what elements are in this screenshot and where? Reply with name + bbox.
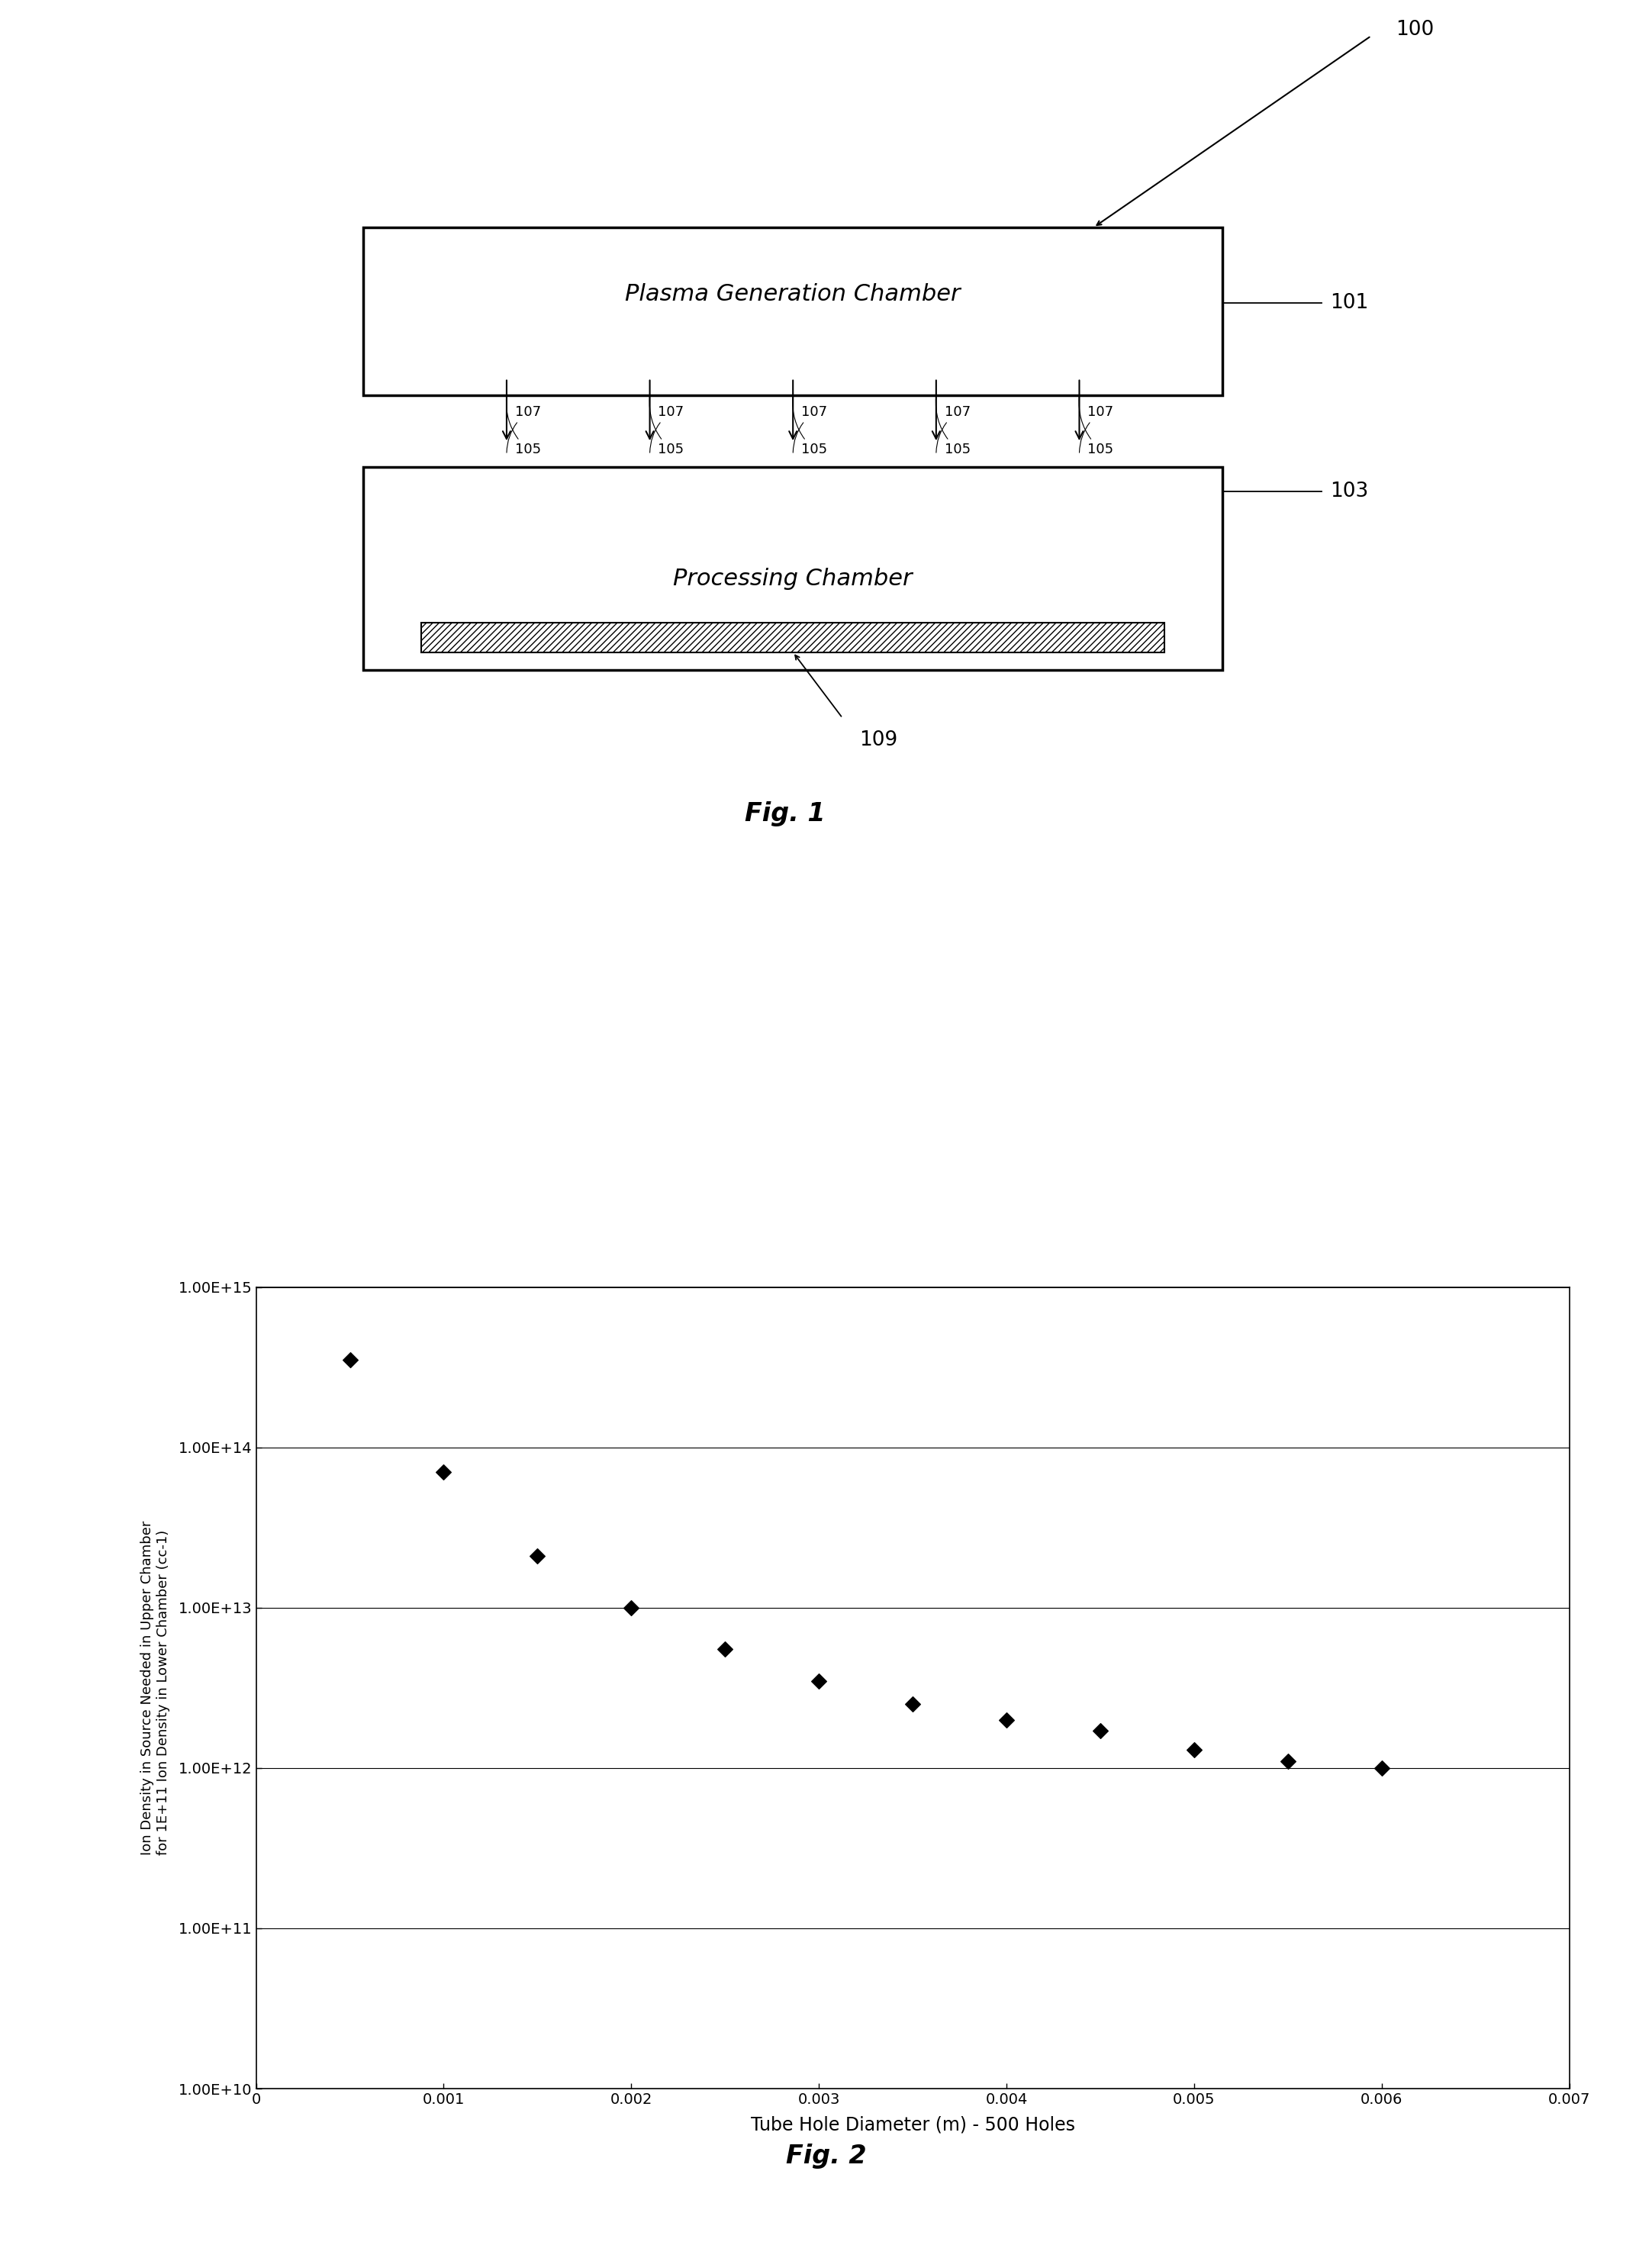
Point — [806, 1662, 833, 1698]
Text: 105: 105 — [935, 397, 970, 456]
Text: 103: 103 — [1330, 481, 1368, 501]
Point — [1368, 1750, 1394, 1786]
Text: 101: 101 — [1330, 294, 1368, 312]
Text: Processing Chamber: Processing Chamber — [674, 567, 912, 589]
Point — [1275, 1743, 1302, 1779]
Text: 105: 105 — [793, 397, 828, 456]
Point — [1087, 1714, 1113, 1750]
Text: 107: 107 — [649, 404, 684, 452]
Point — [431, 1454, 458, 1490]
Point — [712, 1630, 738, 1666]
Text: 105: 105 — [649, 397, 684, 456]
Text: 107: 107 — [1079, 404, 1113, 452]
Text: 107: 107 — [507, 404, 540, 452]
Text: 105: 105 — [506, 397, 540, 456]
Text: 105: 105 — [1079, 397, 1113, 456]
Point — [524, 1538, 550, 1574]
Text: Plasma Generation Chamber: Plasma Generation Chamber — [624, 282, 961, 305]
Text: Fig. 1: Fig. 1 — [745, 802, 824, 826]
Bar — [363, 467, 1222, 671]
Point — [993, 1703, 1019, 1739]
Text: Fig. 2: Fig. 2 — [786, 2143, 866, 2170]
Bar — [363, 228, 1222, 395]
Text: 109: 109 — [859, 729, 897, 750]
Bar — [421, 623, 1165, 653]
X-axis label: Tube Hole Diameter (m) - 500 Holes: Tube Hole Diameter (m) - 500 Holes — [750, 2116, 1075, 2134]
Point — [337, 1341, 363, 1377]
Text: 100: 100 — [1396, 20, 1434, 41]
Point — [618, 1590, 644, 1626]
Y-axis label: Ion Density in Source Needed in Upper Chamber
for 1E+11 Ion Density in Lower Cha: Ion Density in Source Needed in Upper Ch… — [140, 1520, 170, 1856]
Text: 107: 107 — [793, 404, 828, 452]
Point — [900, 1687, 927, 1723]
Point — [1181, 1732, 1208, 1768]
Text: 107: 107 — [937, 404, 970, 452]
